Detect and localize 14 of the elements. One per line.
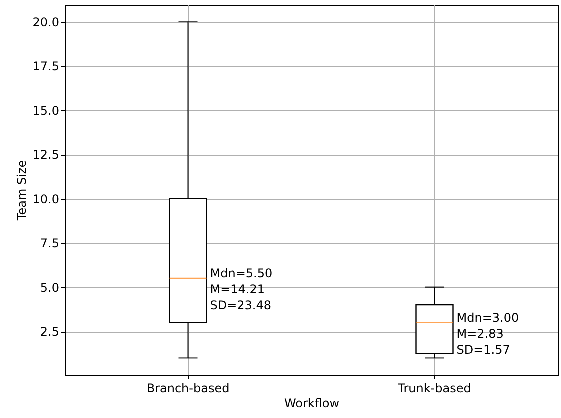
y-tick-label: 10.0 <box>32 192 60 206</box>
y-tick-label: 12.5 <box>32 148 60 162</box>
x-tick-label: Branch-based <box>146 382 230 396</box>
annotation: Mdn=3.00 M=2.83 SD=1.57 <box>456 310 520 357</box>
y-tick-label: 5.0 <box>40 280 60 295</box>
y-tick-label: 15.0 <box>32 104 60 118</box>
x-tick-label: Trunk-based <box>397 382 472 396</box>
y-tick-label: 7.5 <box>40 236 60 251</box>
y-tick-label: 17.5 <box>32 60 60 74</box>
x-axis-title: Workflow <box>284 396 340 410</box>
y-tick-label: 20.0 <box>32 15 60 30</box>
y-tick-label: 2.5 <box>40 325 60 340</box>
annotation: Mdn=5.50 M=14.21 SD=23.48 <box>210 266 273 313</box>
y-axis-title: Team Size <box>14 160 29 222</box>
